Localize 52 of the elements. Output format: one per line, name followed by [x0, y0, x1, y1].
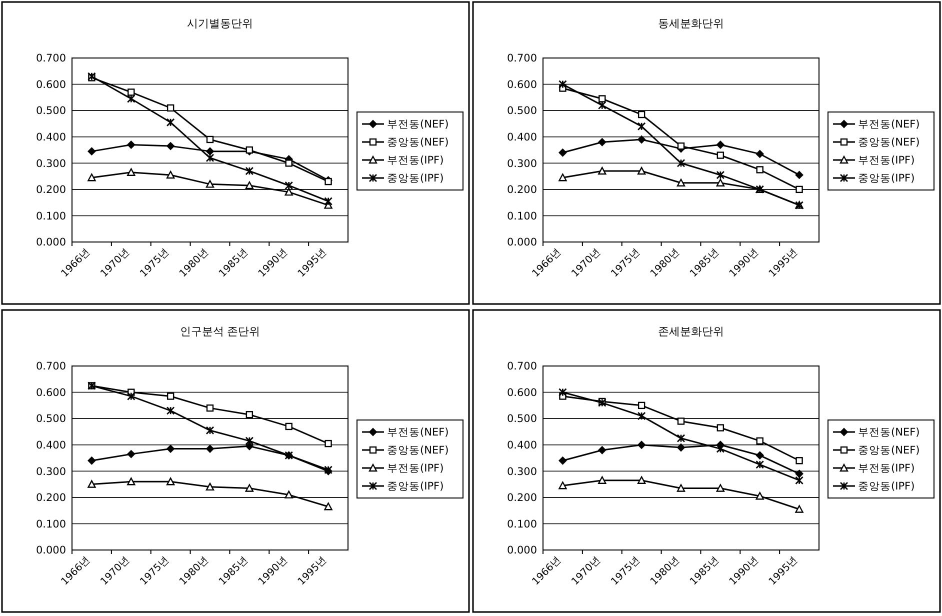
legend-label: 중앙동(IPF) — [387, 172, 444, 185]
legend-label: 중앙동(IPF) — [858, 480, 915, 493]
y-tick-label: 0.400 — [506, 132, 537, 144]
legend-label: 부전동(NEF) — [858, 426, 920, 439]
y-tick-label: 0.100 — [506, 210, 537, 222]
y-tick-label: 0.300 — [36, 466, 66, 478]
y-tick-label: 0.000 — [506, 544, 537, 557]
y-tick-label: 0.700 — [506, 360, 537, 373]
y-tick-label: 0.500 — [36, 413, 66, 426]
y-tick-label: 0.500 — [36, 105, 66, 118]
y-tick-label: 0.700 — [36, 52, 66, 65]
y-tick-label: 0.700 — [36, 360, 66, 373]
y-tick-label: 0.600 — [506, 78, 537, 91]
y-tick-label: 0.500 — [506, 413, 537, 426]
legend-label: 부전동(NEF) — [858, 118, 920, 131]
y-tick-label: 0.000 — [36, 236, 66, 249]
y-tick-label: 0.300 — [506, 158, 537, 170]
y-tick-label: 0.200 — [506, 492, 537, 504]
chart-title: 존세분화단위 — [658, 325, 724, 338]
legend-label: 부전동(IPF) — [387, 462, 444, 475]
y-tick-label: 0.500 — [506, 105, 537, 118]
y-tick-label: 0.000 — [506, 236, 537, 249]
y-tick-label: 0.100 — [36, 518, 66, 530]
y-tick-label: 0.400 — [36, 132, 66, 144]
y-tick-label: 0.300 — [36, 158, 66, 170]
y-tick-label: 0.600 — [36, 78, 66, 91]
y-tick-label: 0.300 — [506, 466, 537, 478]
legend-label: 중앙동(IPF) — [387, 480, 444, 493]
y-tick-label: 0.100 — [36, 210, 66, 222]
y-tick-label: 0.200 — [506, 184, 537, 196]
y-tick-label: 0.000 — [36, 544, 66, 557]
y-tick-label: 0.100 — [506, 518, 537, 530]
legend-label: 부전동(IPF) — [858, 154, 915, 167]
legend-label: 중앙동(NEF) — [858, 444, 920, 457]
chart-title: 시기별동단위 — [187, 17, 253, 30]
chart-title: 동세분화단위 — [658, 17, 724, 30]
y-tick-label: 0.400 — [36, 440, 66, 452]
y-tick-label: 0.200 — [36, 184, 66, 196]
legend-label: 중앙동(NEF) — [858, 136, 920, 149]
y-tick-label: 0.700 — [506, 52, 537, 65]
y-tick-label: 0.600 — [36, 386, 66, 399]
legend-label: 부전동(IPF) — [858, 462, 915, 475]
chart-title: 인구분석 존단위 — [180, 325, 260, 338]
legend-label: 부전동(NEF) — [387, 426, 449, 439]
legend-label: 중앙동(NEF) — [387, 444, 449, 457]
legend-label: 부전동(IPF) — [387, 154, 444, 167]
y-tick-label: 0.200 — [36, 492, 66, 504]
y-tick-label: 0.600 — [506, 386, 537, 399]
y-tick-label: 0.400 — [506, 440, 537, 452]
legend-label: 중앙동(NEF) — [387, 136, 449, 149]
legend-label: 중앙동(IPF) — [858, 172, 915, 185]
legend-label: 부전동(NEF) — [387, 118, 449, 131]
